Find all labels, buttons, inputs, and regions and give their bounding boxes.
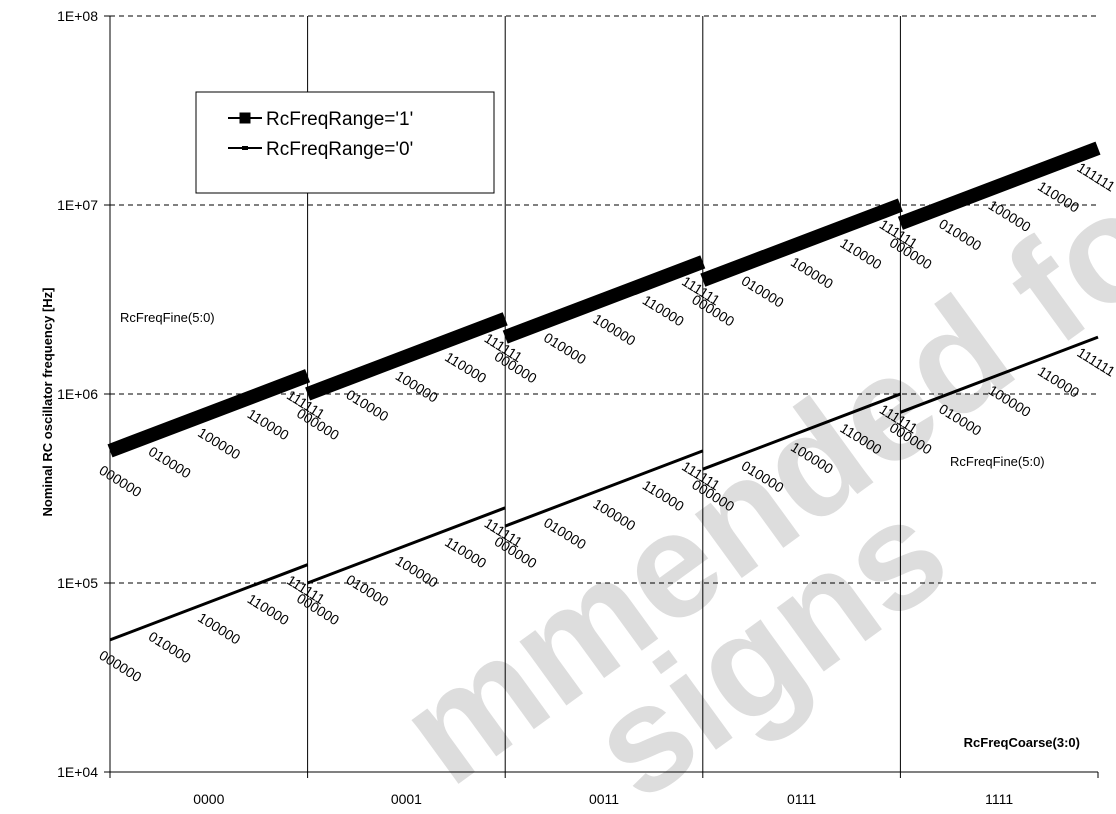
y-tick-label-2: 1E+06 bbox=[57, 386, 98, 402]
fine-code-label: 010000 bbox=[739, 272, 787, 310]
y-tick-label-0: 1E+04 bbox=[57, 764, 98, 780]
x-category-0111: 0111 bbox=[787, 791, 816, 807]
legend-label-range0: RcFreqRange='0' bbox=[266, 139, 413, 160]
fine-code-label: 100000 bbox=[195, 424, 243, 462]
x-category-0000: 0000 bbox=[193, 791, 224, 807]
fine-code-label: 100000 bbox=[393, 367, 441, 405]
segment-0111 bbox=[702, 392, 901, 471]
x-category-0001: 0001 bbox=[391, 791, 422, 807]
fine-code-label: 110000 bbox=[245, 590, 292, 628]
fine-code-label: 010000 bbox=[541, 329, 589, 367]
x-axis-label: RcFreqCoarse(3:0) bbox=[964, 735, 1080, 750]
fine-code-label: 110000 bbox=[245, 405, 292, 443]
fine-code-label: 000000 bbox=[96, 462, 144, 500]
y-tick-label-1: 1E+05 bbox=[57, 575, 98, 591]
fine-code-label: 100000 bbox=[788, 254, 836, 292]
segment-0001 bbox=[307, 506, 506, 585]
y-axis-ticks: 1E+04 1E+05 1E+06 1E+07 1E+08 bbox=[57, 8, 110, 780]
fine-code-label: 110000 bbox=[640, 292, 687, 330]
fine-code-label: 010000 bbox=[146, 443, 194, 481]
legend-label-range1: RcFreqRange='1' bbox=[266, 109, 413, 130]
segment-1111 bbox=[899, 335, 1099, 414]
fine-code-label: 000000 bbox=[96, 647, 144, 685]
legend: RcFreqRange='1' RcFreqRange='0' bbox=[195, 91, 495, 194]
series-range-0 bbox=[109, 335, 1099, 642]
x-category-1111: 1111 bbox=[985, 791, 1013, 807]
fine-label-upper: RcFreqFine(5:0) bbox=[120, 310, 215, 325]
fine-code-label: 100000 bbox=[195, 609, 243, 647]
y-tick-label-4: 1E+08 bbox=[57, 8, 98, 24]
legend-box bbox=[195, 91, 495, 194]
segment-0011 bbox=[504, 449, 704, 528]
fine-label-lower: RcFreqFine(5:0) bbox=[950, 454, 1045, 469]
fine-code-label: 110000 bbox=[837, 235, 884, 273]
fine-code-label: 010000 bbox=[146, 628, 194, 666]
series-layer bbox=[107, 141, 1101, 642]
y-tick-label-3: 1E+07 bbox=[57, 197, 98, 213]
series-range-1 bbox=[107, 141, 1101, 458]
segment-0011 bbox=[502, 255, 706, 344]
segment-0111 bbox=[700, 198, 903, 287]
fine-code-label: 010000 bbox=[343, 571, 391, 609]
x-axis-categories: 0000 0001 0011 0111 1111 bbox=[109, 772, 1099, 807]
fine-code-label: 100000 bbox=[590, 310, 638, 348]
y-axis-label: Nominal RC oscillator frequency [Hz] bbox=[40, 288, 55, 517]
fine-code-label: 110000 bbox=[442, 349, 489, 387]
legend-marker-range0 bbox=[242, 146, 248, 150]
fine-code-label: 010000 bbox=[343, 386, 391, 424]
legend-marker-range1 bbox=[239, 112, 251, 124]
segment-1111 bbox=[897, 141, 1101, 230]
segment-0001 bbox=[305, 312, 508, 401]
fine-code-label: 100000 bbox=[393, 552, 441, 590]
fine-code-label: 110000 bbox=[442, 534, 489, 572]
segment-0000 bbox=[107, 369, 311, 458]
x-category-0011: 0011 bbox=[589, 791, 619, 807]
segment-0000 bbox=[109, 563, 309, 642]
